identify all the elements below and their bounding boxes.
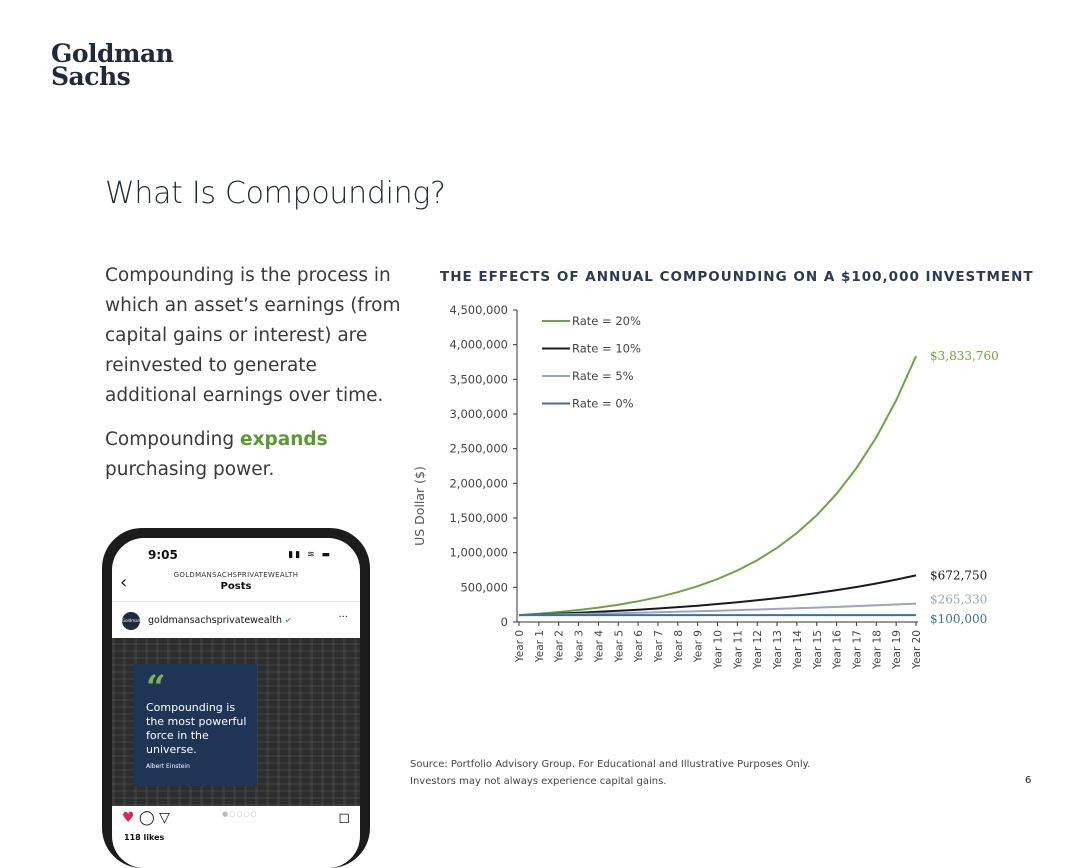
x-tick-label: Year 13 <box>772 630 784 670</box>
y-tick-label: 3,000,000 <box>449 407 508 421</box>
x-tick-label: Year 5 <box>613 630 625 663</box>
status-time: 9:05 <box>148 548 178 562</box>
divider <box>112 601 360 602</box>
x-tick-label: Year 1 <box>534 630 546 663</box>
bookmark-icon[interactable]: ◻ <box>338 810 350 826</box>
y-tick-label: 0 <box>501 615 508 629</box>
page-title: What Is Compounding? <box>105 176 446 211</box>
back-arrow-icon[interactable]: ‹ <box>120 572 128 593</box>
expands-pre: Compounding <box>105 429 241 450</box>
goldman-sachs-logo: Goldman Sachs <box>51 39 174 91</box>
source-note: Source: Portfolio Advisory Group. For Ed… <box>410 756 810 790</box>
more-options-icon[interactable]: ··· <box>338 612 348 623</box>
logo-line-2: Sachs <box>51 62 131 91</box>
carousel-dots: ●○○○○ <box>222 810 258 818</box>
x-tick-label: Year 18 <box>871 630 883 670</box>
phone-screen: 9:05 ▮▮ ≋ ▬ ‹ GOLDMANSACHSPRIVATEWEALTH … <box>112 538 360 868</box>
x-tick-label: Year 12 <box>752 630 764 670</box>
quote-card: “ Compounding is the most powerful force… <box>134 664 257 786</box>
likes-count: 118 likes <box>124 833 165 842</box>
x-tick-label: Year 15 <box>812 630 824 670</box>
series-end-label: $100,000 <box>930 612 987 626</box>
post-actions: ♥ ◯ ▽ ●○○○○ ◻ <box>122 810 350 826</box>
account-caption: GOLDMANSACHSPRIVATEWEALTH <box>173 571 299 579</box>
logo-line-1: Goldman <box>51 39 174 68</box>
battery-icon: ▬ <box>321 550 332 560</box>
body-text: Compounding is the process in which an a… <box>105 261 405 499</box>
x-tick-label: Year 2 <box>554 630 566 663</box>
series-line <box>518 574 917 617</box>
status-icons: ▮▮ ≋ ▬ <box>288 550 332 560</box>
series-line <box>518 602 917 617</box>
screen-title: Posts <box>220 581 252 592</box>
x-tick-label: Year 4 <box>593 630 605 664</box>
quote-text: Compounding is the most powerful force i… <box>146 701 247 756</box>
expands-paragraph: Compounding expands purchasing power. <box>105 425 405 485</box>
x-tick-label: Year 19 <box>891 630 903 670</box>
y-tick-label: 1,000,000 <box>449 546 508 560</box>
x-tick-label: Year 6 <box>633 630 645 664</box>
x-tick-label: Year 20 <box>911 630 923 670</box>
x-tick-label: Year 14 <box>792 630 804 670</box>
x-tick-label: Year 9 <box>693 630 705 663</box>
x-tick-label: Year 17 <box>851 630 863 670</box>
phone-mockup: 9:05 ▮▮ ≋ ▬ ‹ GOLDMANSACHSPRIVATEWEALTH … <box>102 528 370 868</box>
definition-paragraph: Compounding is the process in which an a… <box>105 265 401 406</box>
x-tick-label: Year 10 <box>713 630 725 670</box>
comment-icon[interactable]: ◯ <box>139 810 155 826</box>
source-line-1: Source: Portfolio Advisory Group. For Ed… <box>410 759 811 770</box>
x-tick-label: Year 0 <box>514 630 526 663</box>
series-end-label: $265,330 <box>930 593 987 607</box>
share-icon[interactable]: ▽ <box>159 810 170 826</box>
compounding-line-chart: 0 500,000 1,000,000 1,500,000 2,000,000 2,500… <box>412 303 999 670</box>
expands-post: purchasing power. <box>105 459 275 480</box>
x-tick-label: Year 11 <box>732 630 744 670</box>
chart-title: THE EFFECTS OF ANNUAL COMPOUNDING ON A $… <box>440 269 1034 285</box>
verified-icon: ✔ <box>285 616 292 625</box>
y-tick-label: 2,500,000 <box>449 442 508 456</box>
expands-accent: expands <box>240 429 328 450</box>
x-tick-label: Year 7 <box>653 630 665 663</box>
series-end-label: $672,750 <box>930 568 987 582</box>
quote-mark-icon: “ <box>146 668 166 708</box>
source-line-2: Investors may not always experience capi… <box>410 776 667 787</box>
x-tick-label: Year 3 <box>574 630 586 663</box>
y-tick-label: 2,000,000 <box>449 476 508 490</box>
x-tick-label: Year 8 <box>673 630 685 663</box>
handle-text[interactable]: goldmansachsprivatewealth <box>148 615 282 626</box>
legend-label: Rate = 0% <box>572 397 634 411</box>
series-line <box>518 355 917 617</box>
legend-label: Rate = 20% <box>572 314 641 328</box>
y-tick-label: 3,500,000 <box>449 372 508 386</box>
y-tick-label: 500,000 <box>460 580 508 594</box>
y-tick-label: 4,500,000 <box>449 303 508 317</box>
post-image: “ Compounding is the most powerful force… <box>112 638 360 806</box>
y-tick-label: 1,500,000 <box>449 511 508 525</box>
quote-author: Albert Einstein <box>146 763 190 770</box>
account-handle[interactable]: goldmansachsprivatewealth ✔ <box>148 615 292 626</box>
wifi-icon: ≋ <box>307 550 317 560</box>
x-tick-label: Year 16 <box>832 630 844 670</box>
legend-label: Rate = 5% <box>572 369 634 383</box>
y-axis-title: US Dollar ($) <box>412 466 427 546</box>
page-number: 6 <box>1025 775 1032 786</box>
heart-icon[interactable]: ♥ <box>122 810 135 826</box>
avatar[interactable]: Goldman Sachs <box>122 612 140 641</box>
y-tick-label: 4,000,000 <box>449 338 508 352</box>
series-end-label: $3,833,760 <box>930 349 999 363</box>
legend-label: Rate = 10% <box>572 342 641 356</box>
signal-icon: ▮▮ <box>288 550 303 560</box>
